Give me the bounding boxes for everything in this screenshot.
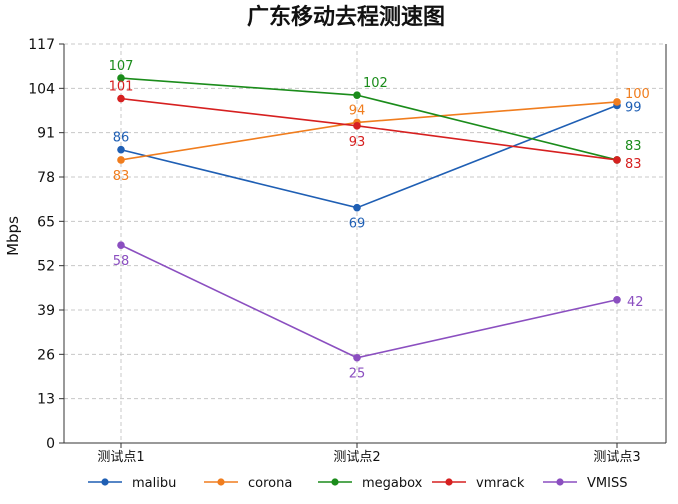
data-label: 83 <box>625 157 642 172</box>
legend-swatch-marker <box>217 478 225 486</box>
chart-title: 广东移动去程测速图 <box>247 4 445 30</box>
data-point[interactable] <box>353 122 361 130</box>
y-tick-label: 52 <box>37 259 55 275</box>
axes: 0 13 26 39 52 65 78 91 104 117 测试点1 测试点2 测试点3 <box>28 37 667 465</box>
data-label: 93 <box>349 135 366 150</box>
y-tick-label: 39 <box>37 303 55 319</box>
data-point[interactable] <box>117 145 125 154</box>
data-label: 86 <box>113 131 130 146</box>
legend-label: VMISS <box>587 476 627 491</box>
data-label: 69 <box>349 217 366 232</box>
y-tick-label: 26 <box>37 347 55 363</box>
legend-item-corona[interactable]: corona <box>204 476 292 491</box>
data-label: 42 <box>627 295 644 310</box>
legend-swatch-marker <box>101 478 109 486</box>
data-point[interactable] <box>613 98 621 106</box>
y-tick-label: 0 <box>46 436 55 452</box>
legend-item-malibu[interactable]: malibu <box>88 476 176 491</box>
data-label: 107 <box>109 59 134 74</box>
x-tick-label: 测试点1 <box>97 450 144 465</box>
series-lines: 86 69 99 83 94 100 107 102 83 101 93 83 58 25 42 <box>109 59 650 382</box>
series-vmrack: 101 93 83 <box>109 80 642 172</box>
data-point[interactable] <box>613 295 621 304</box>
y-tick-label: 65 <box>37 214 55 230</box>
data-label: 102 <box>363 76 388 91</box>
y-tick-label: 117 <box>28 37 55 53</box>
legend-label: vmrack <box>476 476 525 491</box>
legend-item-VMISS[interactable]: VMISS <box>543 476 627 491</box>
series-line-VMISS <box>120 244 618 359</box>
series-line-corona <box>120 101 618 161</box>
data-point[interactable] <box>117 74 125 82</box>
data-label: 94 <box>349 103 366 118</box>
y-tick-label: 104 <box>28 81 55 97</box>
data-point[interactable] <box>117 241 125 250</box>
y-tick-label: 13 <box>37 392 55 408</box>
data-label: 25 <box>349 367 366 382</box>
legend[interactable]: malibu corona megabox vmrack VMISS <box>88 476 627 491</box>
x-tick-label: 测试点2 <box>333 450 380 465</box>
legend-label: malibu <box>132 476 176 491</box>
legend-label: megabox <box>362 476 423 491</box>
series-megabox: 107 102 83 <box>109 59 642 164</box>
legend-item-megabox[interactable]: megabox <box>318 476 423 491</box>
data-point[interactable] <box>353 91 361 99</box>
data-label: 58 <box>113 254 130 269</box>
legend-swatch-marker <box>331 478 339 486</box>
data-label: 100 <box>625 87 650 102</box>
x-tick-label: 测试点3 <box>593 450 640 465</box>
y-axis-label: Mbps <box>4 216 22 256</box>
data-point[interactable] <box>353 203 361 212</box>
data-label: 83 <box>113 169 130 184</box>
legend-item-vmrack[interactable]: vmrack <box>432 476 525 491</box>
data-point[interactable] <box>117 94 125 103</box>
data-point[interactable] <box>353 353 361 362</box>
y-tick-label: 91 <box>37 126 55 142</box>
series-VMISS: 58 25 42 <box>113 241 644 382</box>
series-malibu: 86 69 99 <box>113 100 642 231</box>
data-label: 99 <box>625 100 642 115</box>
y-tick-label: 78 <box>37 170 55 186</box>
legend-swatch-marker <box>556 478 564 486</box>
data-label: 83 <box>625 139 642 154</box>
data-point[interactable] <box>613 156 621 164</box>
legend-swatch-marker <box>445 478 453 486</box>
data-point[interactable] <box>117 156 125 164</box>
legend-label: corona <box>248 476 292 491</box>
data-label: 101 <box>109 80 134 95</box>
